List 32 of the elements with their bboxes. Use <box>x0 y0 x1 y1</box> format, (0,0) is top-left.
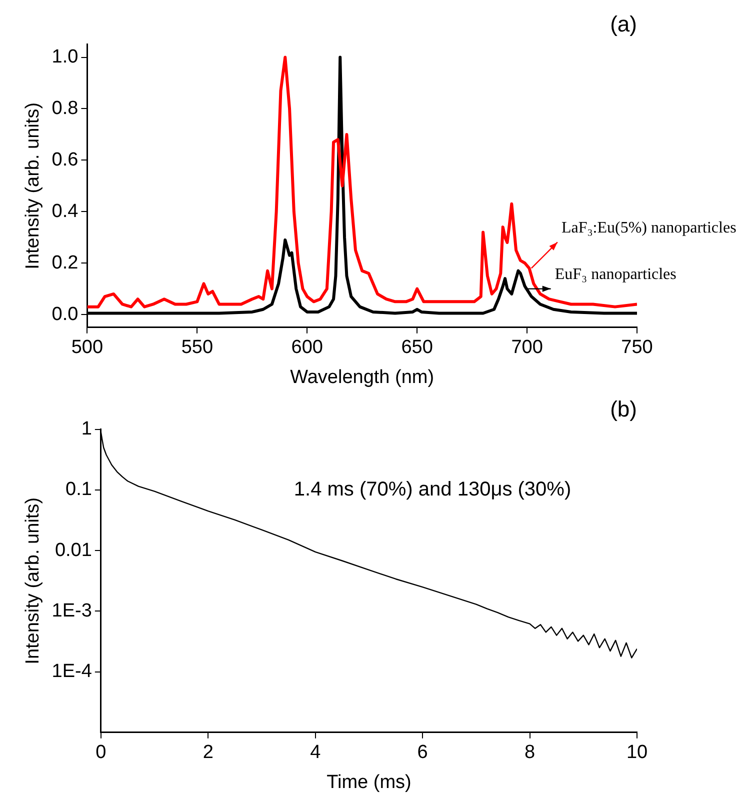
x-tick-label: 600 <box>291 337 323 358</box>
x-tick-label: 700 <box>511 337 543 358</box>
y-tick-label: 0.1 <box>66 479 92 500</box>
y-tick-label: 1E-4 <box>52 661 92 682</box>
y-tick-label: 1.0 <box>52 46 78 68</box>
annotation: EuF₃ nanoparticles <box>554 266 676 284</box>
y-tick-label: 0.8 <box>52 98 78 119</box>
chart-title: (a) <box>610 11 637 36</box>
x-tick-label: 550 <box>181 337 214 358</box>
chart-title: (b) <box>610 396 637 422</box>
x-tick-label: 0 <box>96 742 106 764</box>
y-tick-label: 1 <box>81 418 92 440</box>
x-tick-label: 4 <box>310 742 322 764</box>
y-axis-title: Intensity (arb. units) <box>22 102 44 270</box>
x-tick-label: 500 <box>71 337 104 358</box>
x-tick-label: 2 <box>202 742 214 764</box>
x-tick-label: 6 <box>417 742 428 764</box>
y-tick-label: 0.6 <box>52 149 78 170</box>
y-tick-label: 1E-3 <box>52 600 92 622</box>
x-tick-label: 8 <box>524 742 536 764</box>
y-axis-title: Intensity (arb. units) <box>22 497 44 664</box>
y-tick-label: 0.0 <box>52 304 78 325</box>
x-tick-label: 10 <box>626 742 648 764</box>
y-tick-label: 0.2 <box>52 252 78 274</box>
x-tick-label: 650 <box>401 337 433 358</box>
annotation: 1.4 ms (70%) and 130μs (30%) <box>294 478 572 501</box>
y-tick-label: 0.01 <box>54 540 92 561</box>
x-tick-label: 750 <box>621 337 653 358</box>
annotation: LaF₃:Eu(5%) nanoparticles <box>561 219 736 236</box>
x-axis-title: Wavelength (nm) <box>290 366 434 388</box>
y-tick-label: 0.4 <box>52 200 79 222</box>
x-axis-title: Time (ms) <box>326 772 412 793</box>
